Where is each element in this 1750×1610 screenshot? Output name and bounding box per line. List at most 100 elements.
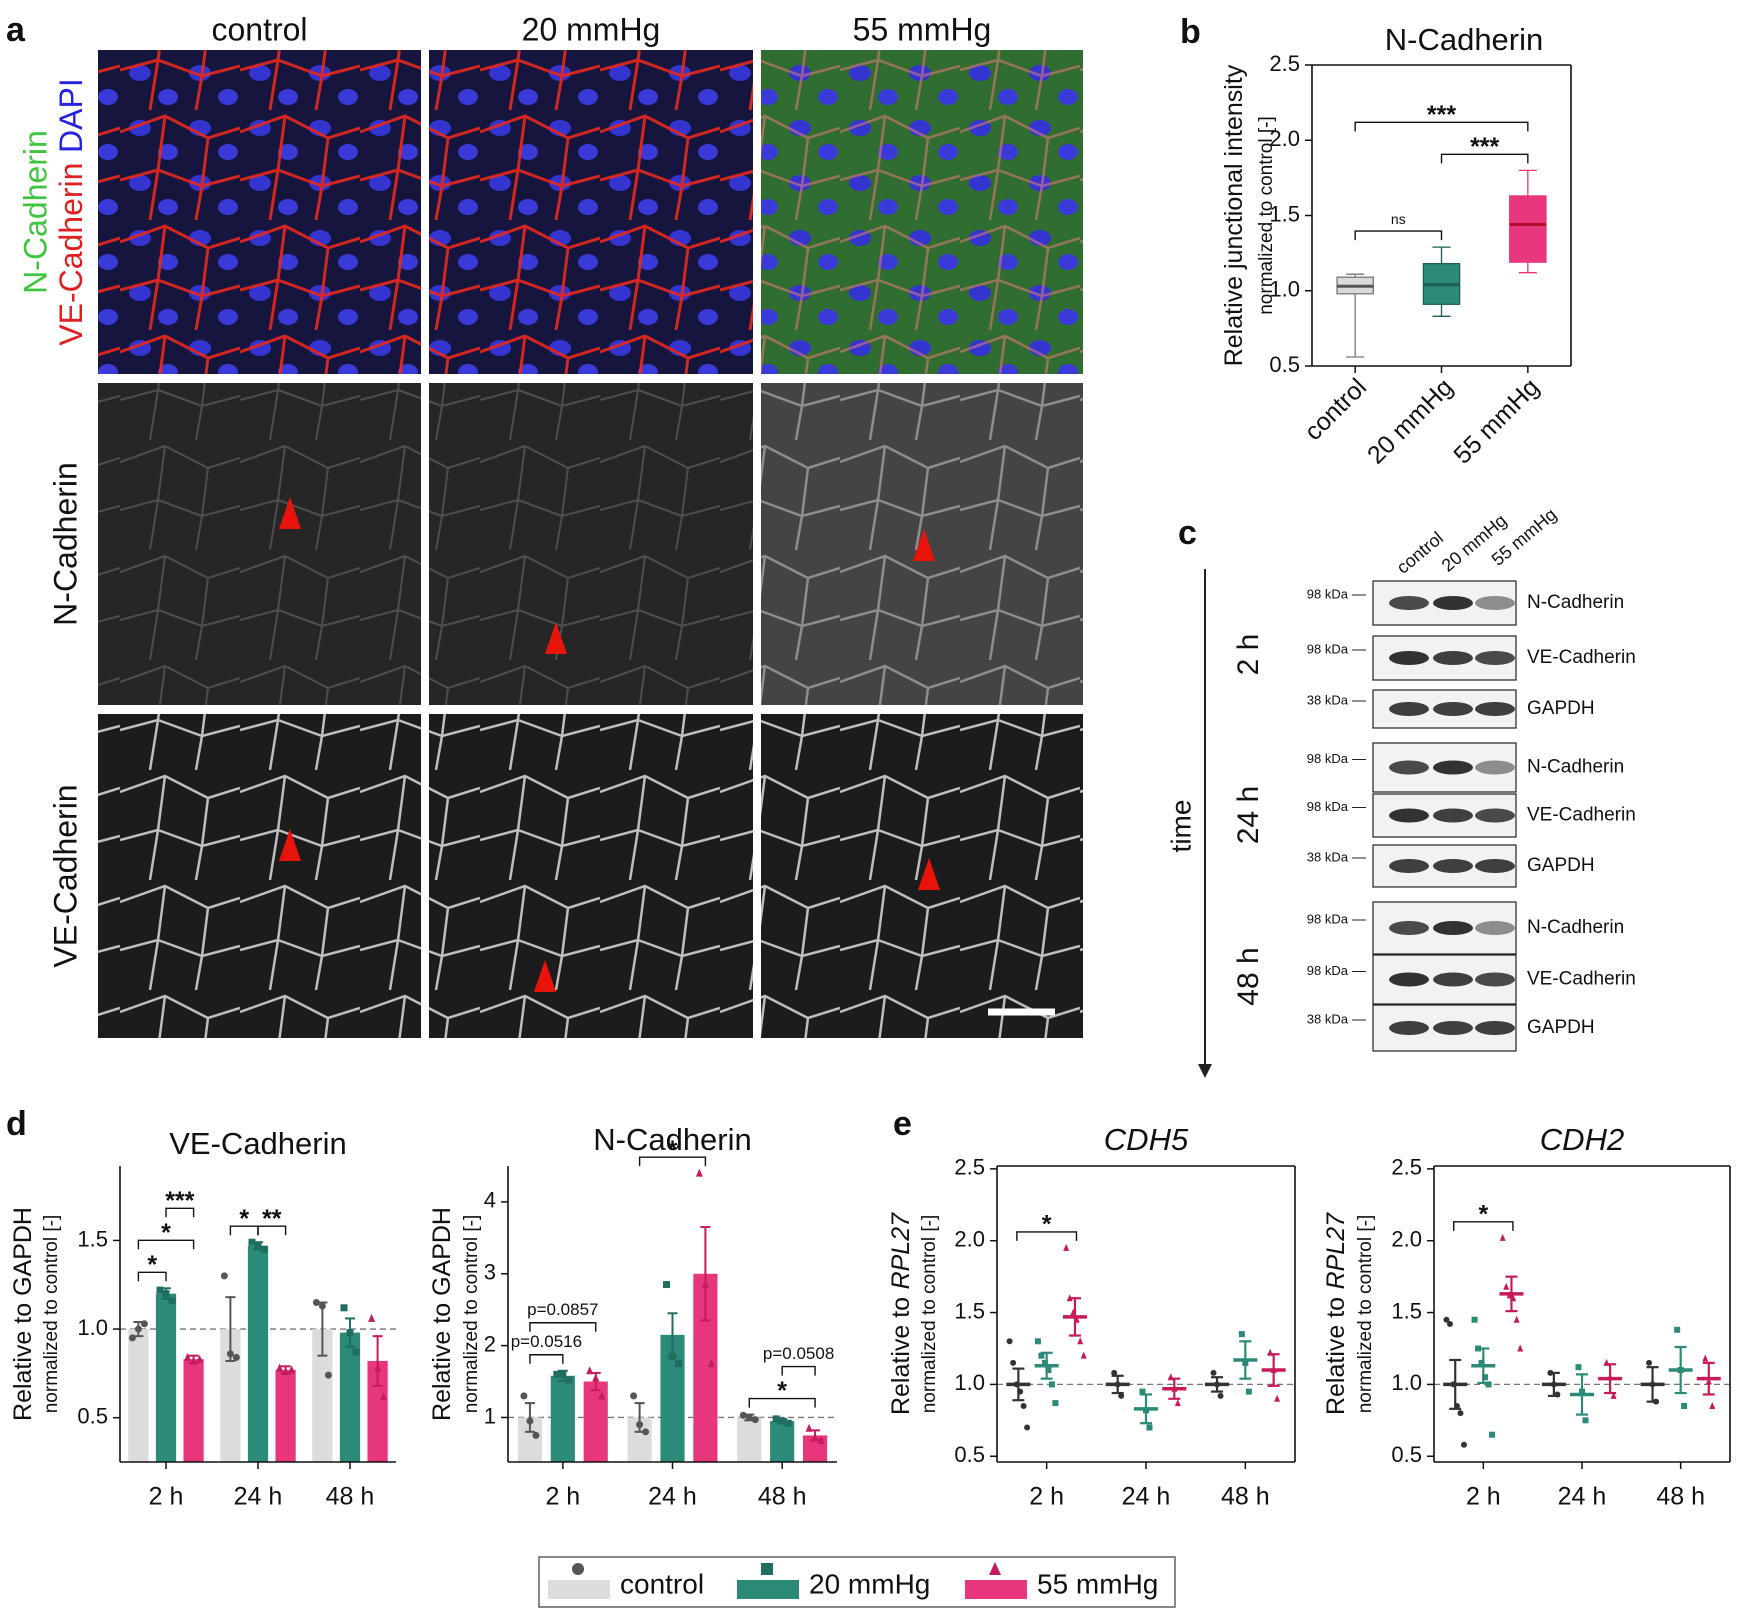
significance-label: ***: [1470, 133, 1499, 161]
protein-label: N-Cadherin: [1527, 757, 1624, 778]
significance-label: *: [161, 1219, 171, 1247]
data-point: [276, 1363, 284, 1372]
blot-band: [1433, 651, 1473, 665]
micrograph-junctions: [429, 714, 753, 1038]
data-point: [340, 1304, 348, 1312]
data-point: [1052, 1400, 1059, 1407]
y-axis-label-part: Relative to: [1322, 1297, 1350, 1415]
y-tick-label: 2.5: [1391, 1155, 1422, 1180]
data-point: [368, 1313, 376, 1322]
y-tick-label: 4: [484, 1188, 496, 1213]
data-point: [374, 1363, 382, 1372]
x-tick-label: 48 h: [1656, 1483, 1705, 1511]
blot-band: [1389, 596, 1429, 610]
data-point: [128, 1334, 136, 1342]
significance-bracket: [1016, 1231, 1078, 1241]
y-tick-label: 1.0: [954, 1370, 985, 1395]
data-point: [1274, 1394, 1281, 1402]
significance-label: p=0.0508: [763, 1344, 834, 1363]
arrowhead: [534, 960, 556, 992]
arrowhead: [279, 829, 301, 861]
y-tick-label: 1.5: [1391, 1298, 1422, 1323]
y-axis-label-part: Relative junctional intensity: [1220, 64, 1248, 366]
protein-label: GAPDH: [1527, 1017, 1595, 1038]
data-point: [636, 1421, 644, 1429]
blot-band: [1433, 921, 1473, 935]
panel-label: a: [6, 11, 26, 49]
chart-title: N-Cadherin: [593, 1122, 752, 1157]
arrowhead: [913, 529, 935, 561]
micrograph-green: [761, 50, 1083, 374]
y-axis-label-part: Relative to: [887, 1297, 915, 1415]
data-point: [134, 1325, 142, 1333]
bar: [550, 1375, 575, 1462]
y-axis-label-part: Relative to GAPDH: [428, 1207, 456, 1421]
micrograph-junctions: [98, 383, 421, 705]
significance-bracket: [529, 1354, 564, 1364]
x-tick-label: 2 h: [1466, 1483, 1501, 1511]
marker-size: 98 kDa: [1307, 641, 1349, 656]
data-point: [553, 1370, 561, 1378]
y-axis-label-gene: RPL27: [1322, 1212, 1350, 1290]
data-point: [1210, 1369, 1217, 1376]
lane-label: control: [1393, 528, 1447, 578]
y-tick-label: 1.5: [954, 1298, 985, 1323]
y-tick-label: 1.0: [1269, 277, 1300, 302]
data-point: [380, 1391, 388, 1400]
x-tick-label: 55 mmHg: [1448, 373, 1544, 469]
bar: [339, 1332, 361, 1462]
bar: [247, 1245, 269, 1462]
data-point: [520, 1392, 528, 1400]
merge-label: VE-Cadherin DAPI: [53, 78, 89, 345]
data-point: [707, 1359, 715, 1368]
legend-box: [538, 1556, 1176, 1608]
protein-label: GAPDH: [1527, 698, 1595, 719]
data-point: [196, 1354, 204, 1363]
x-tick-label: 20 mmHg: [1362, 373, 1458, 469]
y-tick-label: 1.0: [77, 1315, 108, 1340]
x-tick-label: 24 h: [1122, 1483, 1171, 1511]
legend-swatch: [737, 1580, 799, 1599]
panel-label: e: [893, 1105, 912, 1143]
panel-label: b: [1180, 13, 1201, 51]
bar: [583, 1381, 608, 1462]
data-point: [1709, 1401, 1716, 1409]
significance-bracket: [257, 1225, 287, 1236]
y-tick-label: 2.0: [954, 1227, 985, 1252]
data-point: [1503, 1282, 1510, 1290]
data-point: [805, 1423, 813, 1432]
data-point: [1048, 1381, 1055, 1388]
significance-bracket: [638, 1156, 707, 1167]
protein-label: N-Cadherin: [1527, 592, 1624, 613]
blot-band: [1475, 972, 1515, 987]
data-point: [811, 1433, 819, 1442]
time-label: time: [1165, 800, 1196, 853]
bar: [155, 1293, 177, 1462]
timepoint-label: 2 h: [1232, 634, 1265, 676]
data-point: [739, 1411, 747, 1419]
blot-band: [1475, 921, 1515, 935]
blot-band: [1475, 760, 1515, 775]
blot-band: [1389, 859, 1429, 873]
y-axis-label-part: Relative to GAPDH: [9, 1207, 37, 1421]
box: [1509, 195, 1547, 263]
data-point: [260, 1245, 268, 1253]
blot-band: [1389, 808, 1429, 823]
micrograph-junctions: [98, 50, 421, 374]
data-point: [751, 1416, 759, 1424]
blot-band: [1475, 859, 1515, 873]
data-point: [784, 1419, 792, 1427]
data-point: [1482, 1374, 1489, 1381]
data-point: [772, 1415, 780, 1423]
significance-bracket: [137, 1271, 167, 1282]
x-tick-label: control: [1299, 373, 1372, 446]
data-point: [1582, 1417, 1589, 1424]
data-point: [1646, 1359, 1653, 1366]
legend-label: 55 mmHg: [1037, 1568, 1158, 1599]
time-arrowhead: [1198, 1064, 1212, 1078]
data-point: [1077, 1337, 1084, 1345]
bar: [183, 1359, 204, 1462]
significance-label: *: [1478, 1200, 1488, 1228]
data-point: [598, 1391, 606, 1400]
data-point: [761, 1563, 773, 1575]
